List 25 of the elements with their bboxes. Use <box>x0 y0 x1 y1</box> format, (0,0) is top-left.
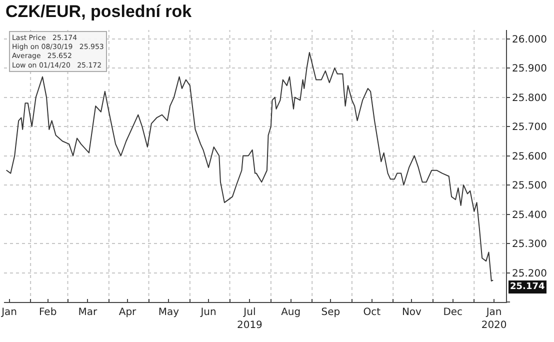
y-tick-label: 25.900 <box>512 64 547 75</box>
x-tick-label: Dec <box>443 307 463 318</box>
x-tick-label: Jan 2020 <box>481 307 507 331</box>
x-tick-label: May <box>158 307 180 318</box>
text: 25.174 <box>510 282 545 292</box>
y-tick-label: 25.700 <box>512 122 547 134</box>
y-tick-label: 25.800 <box>512 92 547 104</box>
x-tick-label: Feb <box>38 307 57 318</box>
y-tick-label: 25.400 <box>512 210 547 221</box>
line-series <box>6 52 494 282</box>
x-tick-label: Apr <box>118 307 138 318</box>
x-tick-label: Jul 2019 <box>236 307 262 331</box>
y-tick-label: 25.300 <box>512 239 547 250</box>
x-tick-label: Mar <box>78 307 98 318</box>
x-tick-label: Jan <box>0 307 18 318</box>
x-tick-label: Sep <box>321 307 340 318</box>
x-tick-label: Aug <box>281 307 301 318</box>
x-tick-label: Oct <box>363 307 381 318</box>
chart-title: CZK/EUR, poslední rok <box>6 2 192 22</box>
y-tick-label: 25.200 <box>512 268 547 280</box>
y-tick-label: 26.000 <box>512 34 547 46</box>
y-tick-label: 25.500 <box>512 180 547 192</box>
x-tick-label: Jun <box>200 307 216 318</box>
x-tick-label: Nov <box>402 307 422 318</box>
y-tick-label: 25.600 <box>512 151 547 162</box>
